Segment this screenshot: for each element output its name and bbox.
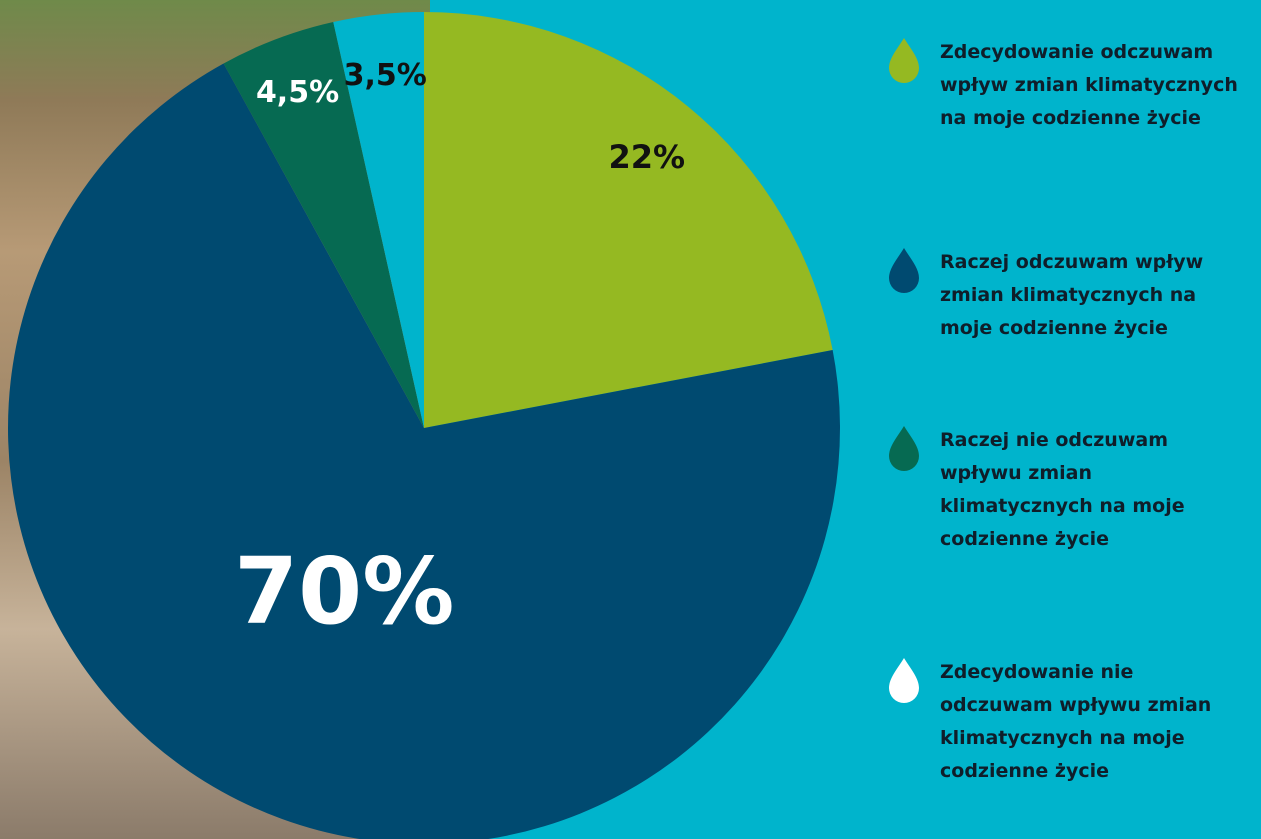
- slice-label: 4,5%: [256, 75, 339, 110]
- pie-slice: [8, 63, 840, 839]
- drop-icon: [889, 38, 919, 83]
- pie-slice: [424, 12, 833, 428]
- legend-item: Raczej nie odczuwam wpływu zmian klimaty…: [888, 424, 1258, 556]
- slice-label: 70%: [234, 538, 454, 645]
- legend-icon: [889, 658, 919, 703]
- legend-label: Raczej nie odczuwam wpływu zmian klimaty…: [940, 429, 1185, 550]
- pie-slice: [333, 12, 424, 428]
- pie-slice: [223, 22, 424, 429]
- drop-icon: [889, 248, 919, 293]
- legend-icon: [889, 426, 919, 471]
- legend-icon: [889, 38, 919, 83]
- drop-icon: [889, 426, 919, 471]
- legend-label: Zdecydowanie nie odczuwam wpływu zmian k…: [940, 661, 1212, 782]
- legend-label: Zdecydowanie odczuwam wpływ zmian klimat…: [940, 41, 1238, 129]
- slice-label: 22%: [608, 138, 685, 176]
- legend-item: Zdecydowanie odczuwam wpływ zmian klimat…: [888, 36, 1258, 135]
- drop-icon: [889, 658, 919, 703]
- legend-item: Zdecydowanie nie odczuwam wpływu zmian k…: [888, 656, 1258, 788]
- slice-label: 3,5%: [344, 58, 427, 93]
- legend-icon: [889, 248, 919, 293]
- legend-item: Raczej odczuwam wpływ zmian klimatycznyc…: [888, 246, 1258, 345]
- legend-label: Raczej odczuwam wpływ zmian klimatycznyc…: [940, 251, 1204, 339]
